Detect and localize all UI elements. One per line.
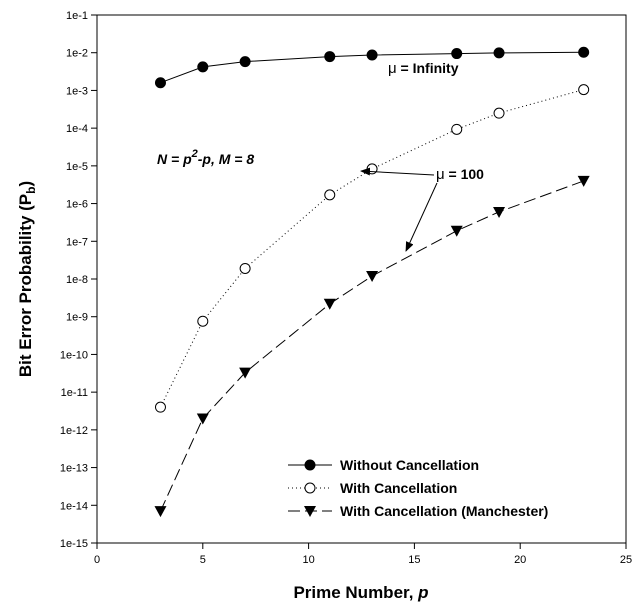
x-axis-title: Prime Number, p [293, 583, 428, 602]
data-point [494, 48, 504, 58]
data-point [155, 402, 165, 412]
y-tick-label: 1e-8 [66, 274, 88, 286]
data-point [452, 49, 462, 59]
mu-infinity-annotation: μ = Infinity [388, 60, 459, 77]
data-point [240, 57, 250, 67]
y-axis-title: Bit Error Probability (Pb) [16, 181, 38, 377]
x-axis-ticks: 0 5 10 15 20 25 [94, 543, 632, 566]
data-point [325, 190, 335, 200]
y-tick-label: 1e-7 [66, 236, 88, 248]
svg-text:Without Cancellation: Without Cancellation [340, 457, 479, 473]
data-point [452, 124, 462, 134]
svg-text:With Cancellation: With Cancellation [340, 480, 457, 496]
y-tick-label: 1e-3 [66, 85, 88, 97]
legend-entry-without-cancellation: Without Cancellation [288, 457, 479, 473]
data-point [579, 47, 589, 57]
series-line-1 [161, 90, 584, 408]
legend-entry-with-cancellation: With Cancellation [288, 480, 457, 496]
y-tick-label: 1e-12 [60, 425, 88, 437]
data-point [367, 50, 377, 60]
data-point [197, 414, 209, 425]
x-tick-label: 10 [302, 554, 314, 566]
y-tick-label: 1e-5 [66, 161, 88, 173]
y-tick-label: 1e-10 [60, 349, 88, 361]
formula-annotation: N = p2-p, M = 8 [157, 148, 254, 167]
y-tick-label: 1e-11 [61, 387, 88, 399]
legend-entry-with-cancellation-manchester: With Cancellation (Manchester) [288, 503, 548, 519]
y-tick-label: 1e-13 [60, 463, 88, 475]
mu-100-annotation: μ = 100 [436, 166, 484, 183]
data-point [324, 299, 336, 310]
data-point [493, 207, 505, 218]
data-point [494, 108, 504, 118]
legend: Without Cancellation With Cancellation W… [288, 457, 548, 519]
x-tick-label: 20 [514, 554, 526, 566]
data-point [198, 62, 208, 72]
data-point [325, 52, 335, 62]
y-tick-label: 1e-1 [66, 10, 88, 22]
svg-text:With Cancellation (Manchester): With Cancellation (Manchester) [340, 503, 548, 519]
x-tick-label: 15 [408, 554, 420, 566]
data-point [578, 176, 590, 187]
x-tick-label: 0 [94, 554, 100, 566]
data-point [366, 271, 378, 282]
data-point [367, 164, 377, 174]
series-layer [154, 47, 589, 517]
y-axis-ticks: 1e-1 1e-2 1e-3 1e-4 1e-5 1e-6 1e-7 1e-8 1e-9 1e-1… [60, 10, 97, 550]
y-tick-label: 1e-15 [60, 538, 88, 550]
mu-100-arrow-lower [406, 183, 437, 251]
data-point [451, 226, 463, 237]
x-tick-label: 5 [200, 554, 206, 566]
data-point [579, 85, 589, 95]
data-point [198, 316, 208, 326]
y-tick-label: 1e-6 [66, 199, 88, 211]
y-tick-label: 1e-4 [66, 123, 88, 135]
data-point [240, 263, 250, 273]
y-tick-label: 1e-9 [66, 312, 88, 324]
x-tick-label: 25 [620, 554, 632, 566]
y-tick-label: 1e-2 [66, 48, 88, 60]
data-point [154, 506, 166, 517]
data-point [155, 78, 165, 88]
y-tick-label: 1e-14 [60, 500, 88, 512]
